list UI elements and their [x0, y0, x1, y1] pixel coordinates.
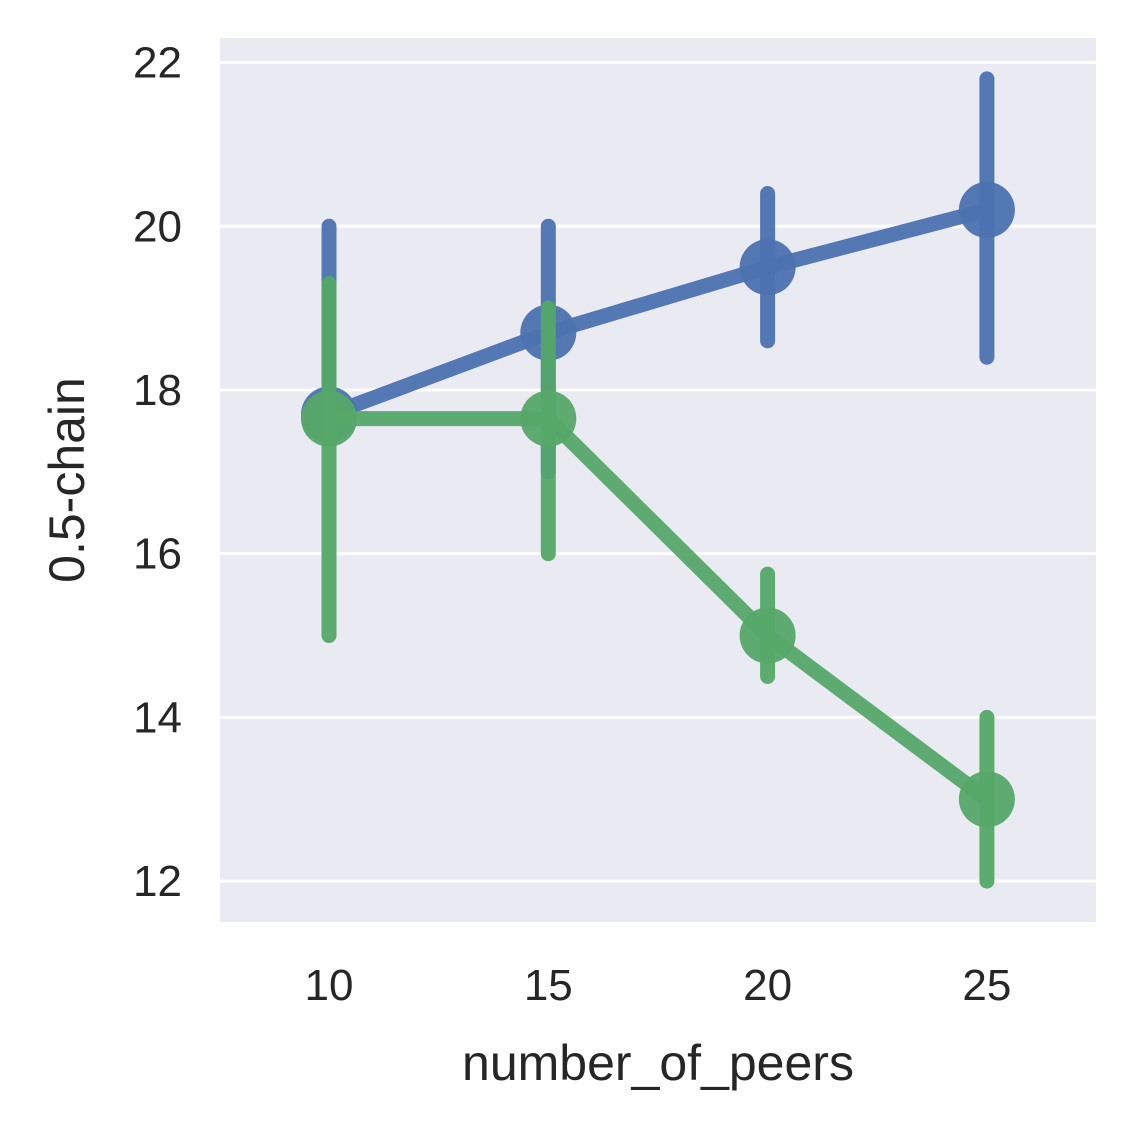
y-tick-label-22: 22 [133, 39, 182, 88]
x-tick-label-10: 10 [305, 961, 354, 1010]
x-axis-label: number_of_peers [462, 1035, 854, 1091]
x-tick-label-20: 20 [743, 961, 792, 1010]
x-tick-label-15: 15 [524, 961, 573, 1010]
data-point-2-15 [520, 390, 577, 447]
data-point-1-20 [739, 239, 796, 296]
x-tick-labels: 10 15 20 25 [305, 961, 1012, 1010]
series-line-1 [326, 202, 989, 422]
y-tick-label-12: 12 [133, 857, 182, 906]
series-layer [301, 71, 1015, 889]
data-point-1-25 [958, 181, 1015, 238]
y-axis-label: 0.5-chain [39, 377, 95, 583]
grid-lines [220, 61, 1096, 883]
y-tick-label-20: 20 [133, 202, 182, 251]
y-tick-label-16: 16 [133, 530, 182, 579]
series-line-2 [329, 411, 992, 806]
y-tick-labels: 12 14 16 18 20 22 [133, 39, 182, 907]
series-2 [301, 276, 1015, 889]
x-tick-label-25: 25 [962, 961, 1011, 1010]
data-point-2-25 [958, 771, 1015, 828]
data-point-2-20 [739, 607, 796, 664]
y-tick-label-14: 14 [133, 693, 182, 742]
y-tick-label-18: 18 [133, 366, 182, 415]
data-point-2-10 [301, 390, 357, 447]
